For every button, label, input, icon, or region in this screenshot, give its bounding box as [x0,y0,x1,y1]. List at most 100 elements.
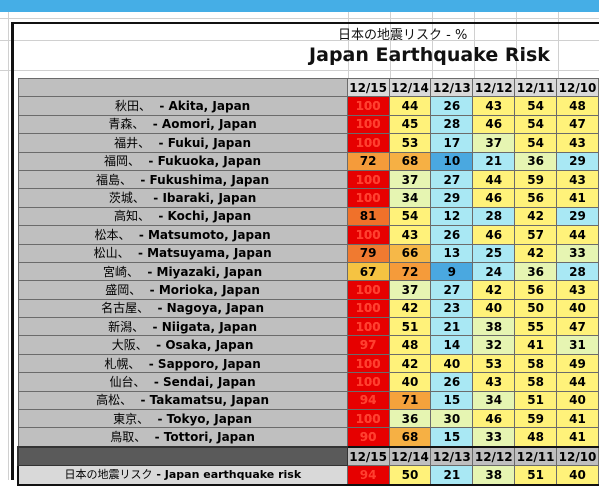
risk-value-cell[interactable]: 100 [346,409,390,429]
risk-value-cell[interactable]: 24 [472,261,516,282]
summary-value-cell[interactable]: 51 [514,465,558,486]
risk-value-cell[interactable]: 33 [556,243,599,263]
date-header[interactable]: 12/10 [556,77,599,98]
city-name-cell[interactable]: 名古屋、 - Nagoya, Japan [17,298,348,319]
risk-value-cell[interactable]: 29 [556,151,599,171]
city-name-cell[interactable]: 仙台、 - Sendai, Japan [17,372,348,392]
risk-value-cell[interactable]: 43 [472,372,516,392]
risk-value-cell[interactable]: 9 [430,261,474,282]
risk-value-cell[interactable]: 56 [514,280,558,300]
risk-value-cell[interactable]: 48 [556,96,599,116]
risk-value-cell[interactable]: 94 [346,390,390,411]
risk-value-cell[interactable]: 43 [472,96,516,116]
risk-value-cell[interactable]: 28 [472,206,516,227]
city-name-cell[interactable]: 福井、 - Fukui, Japan [17,133,348,153]
risk-value-cell[interactable]: 100 [346,353,390,374]
risk-value-cell[interactable]: 71 [388,390,432,411]
date-header[interactable]: 12/11 [514,77,558,98]
risk-value-cell[interactable]: 100 [346,133,390,153]
risk-value-cell[interactable]: 44 [472,169,516,190]
risk-value-cell[interactable]: 43 [556,133,599,153]
date-header[interactable]: 12/15 [346,77,390,98]
risk-value-cell[interactable]: 42 [514,206,558,227]
risk-value-cell[interactable]: 81 [346,206,390,227]
risk-value-cell[interactable]: 26 [430,225,474,245]
risk-value-cell[interactable]: 50 [514,298,558,319]
risk-value-cell[interactable]: 43 [556,280,599,300]
risk-value-cell[interactable]: 47 [556,114,599,135]
risk-value-cell[interactable]: 100 [346,280,390,300]
risk-value-cell[interactable]: 23 [430,298,474,319]
city-name-cell[interactable]: 盛岡、 - Morioka, Japan [17,280,348,300]
risk-value-cell[interactable]: 54 [514,133,558,153]
risk-value-cell[interactable]: 40 [556,298,599,319]
risk-value-cell[interactable]: 44 [556,225,599,245]
risk-value-cell[interactable]: 67 [346,261,390,282]
risk-value-cell[interactable]: 27 [430,169,474,190]
risk-value-cell[interactable]: 57 [514,225,558,245]
risk-value-cell[interactable]: 59 [514,169,558,190]
risk-value-cell[interactable]: 51 [514,390,558,411]
risk-value-cell[interactable]: 54 [388,206,432,227]
summary-date-header[interactable]: 12/12 [472,445,516,467]
risk-value-cell[interactable]: 40 [556,390,599,411]
summary-date-header[interactable]: 12/11 [514,445,558,467]
summary-date-header[interactable]: 12/14 [388,445,432,467]
risk-value-cell[interactable]: 72 [346,151,390,171]
summary-date-header[interactable]: 12/10 [556,445,599,467]
date-header[interactable]: 12/12 [472,77,516,98]
city-name-cell[interactable]: 鳥取、 - Tottori, Japan [17,427,348,448]
city-name-cell[interactable]: 福岡、 - Fukuoka, Japan [17,151,348,171]
summary-value-cell[interactable]: 21 [430,465,474,486]
risk-value-cell[interactable]: 37 [388,169,432,190]
risk-value-cell[interactable]: 100 [346,169,390,190]
risk-value-cell[interactable]: 56 [514,188,558,208]
risk-value-cell[interactable]: 49 [556,353,599,374]
date-header[interactable]: 12/13 [430,77,474,98]
risk-value-cell[interactable]: 100 [346,225,390,245]
risk-value-cell[interactable]: 100 [346,96,390,116]
risk-value-cell[interactable]: 12 [430,206,474,227]
risk-value-cell[interactable]: 53 [472,353,516,374]
risk-value-cell[interactable]: 28 [556,261,599,282]
risk-value-cell[interactable]: 100 [346,298,390,319]
risk-value-cell[interactable]: 42 [388,298,432,319]
risk-value-cell[interactable]: 27 [430,280,474,300]
risk-value-cell[interactable]: 79 [346,243,390,263]
risk-value-cell[interactable]: 48 [514,427,558,448]
risk-value-cell[interactable]: 66 [388,243,432,263]
risk-value-cell[interactable]: 48 [388,335,432,355]
risk-value-cell[interactable]: 55 [514,317,558,337]
risk-value-cell[interactable]: 26 [430,372,474,392]
summary-value-cell[interactable]: 38 [472,465,516,486]
risk-value-cell[interactable]: 10 [430,151,474,171]
summary-date-header[interactable]: 12/15 [346,445,390,467]
city-name-cell[interactable]: 東京、 - Tokyo, Japan [17,409,348,429]
risk-value-cell[interactable]: 36 [514,261,558,282]
risk-value-cell[interactable]: 37 [472,133,516,153]
city-name-cell[interactable]: 青森、 - Aomori, Japan [17,114,348,135]
risk-value-cell[interactable]: 43 [388,225,432,245]
risk-value-cell[interactable]: 46 [472,188,516,208]
summary-date-header[interactable]: 12/13 [430,445,474,467]
risk-value-cell[interactable]: 37 [388,280,432,300]
risk-value-cell[interactable]: 29 [556,206,599,227]
risk-value-cell[interactable]: 40 [430,353,474,374]
city-name-cell[interactable]: 大阪、 - Osaka, Japan [17,335,348,355]
risk-value-cell[interactable]: 41 [514,335,558,355]
risk-value-cell[interactable]: 68 [388,151,432,171]
risk-value-cell[interactable]: 45 [388,114,432,135]
city-name-cell[interactable]: 福島、 - Fukushima, Japan [17,169,348,190]
risk-value-cell[interactable]: 41 [556,427,599,448]
risk-value-cell[interactable]: 42 [388,353,432,374]
city-name-cell[interactable]: 高知、 - Kochi, Japan [17,206,348,227]
risk-value-cell[interactable]: 54 [514,114,558,135]
risk-value-cell[interactable]: 28 [430,114,474,135]
date-header[interactable]: 12/14 [388,77,432,98]
risk-value-cell[interactable]: 100 [346,317,390,337]
risk-value-cell[interactable]: 13 [430,243,474,263]
risk-value-cell[interactable]: 40 [388,372,432,392]
summary-value-cell[interactable]: 94 [346,465,390,486]
risk-value-cell[interactable]: 43 [556,169,599,190]
risk-value-cell[interactable]: 97 [346,335,390,355]
